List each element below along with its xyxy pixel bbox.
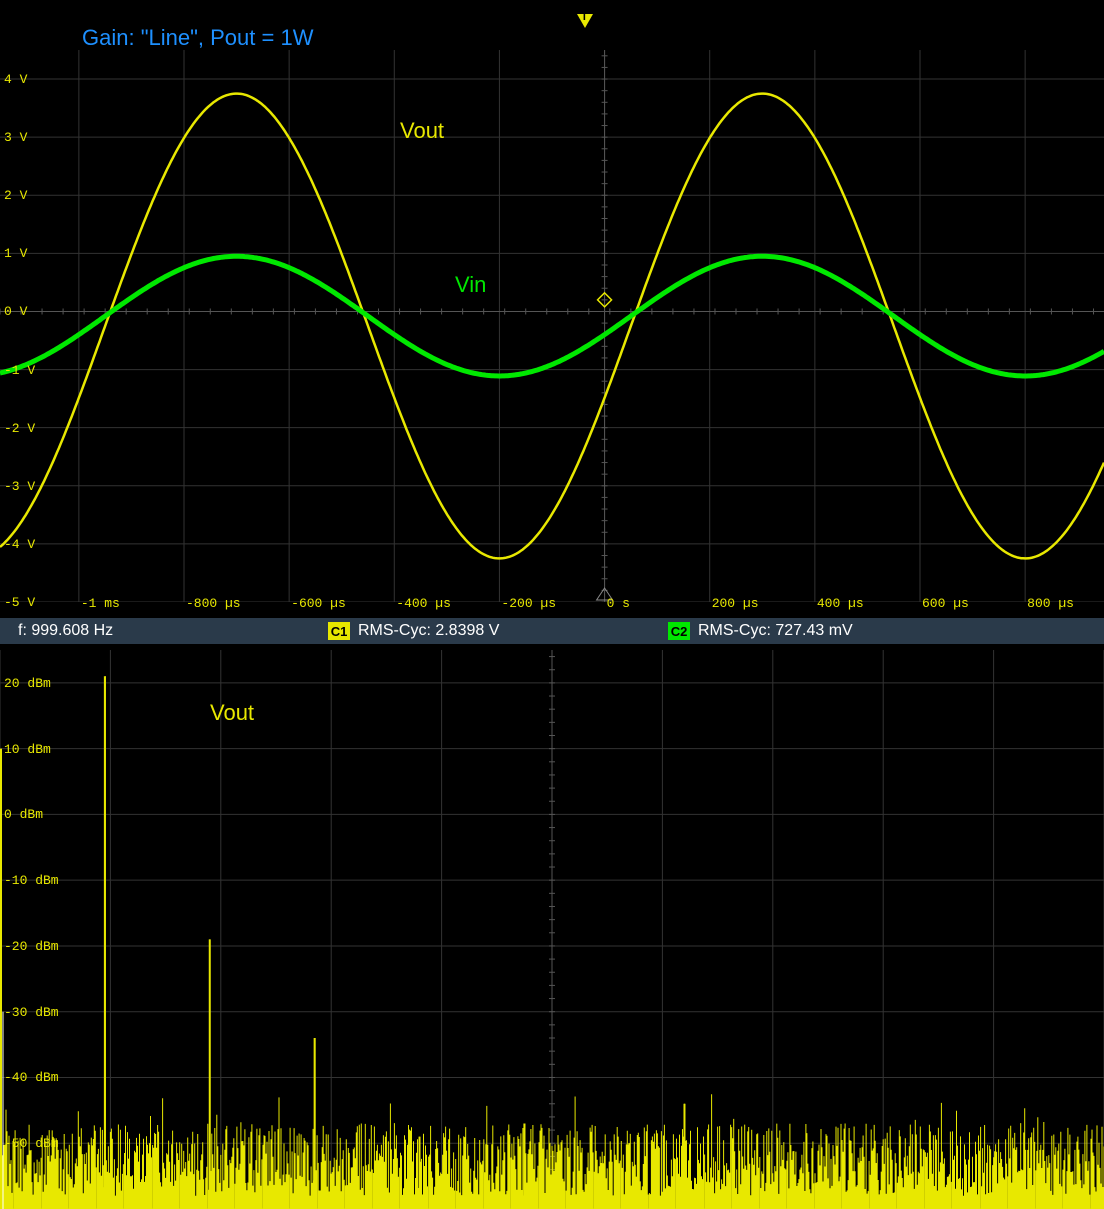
fft-y-tick-label: -20 dBm [4, 939, 59, 954]
vout-label: Vout [400, 118, 444, 144]
x-tick-label: 400 µs [817, 596, 864, 611]
ch2-measurement: C2 RMS-Cyc: 727.43 mV [668, 622, 853, 640]
ch1-badge: C1 [328, 622, 350, 640]
x-tick-label: -200 µs [501, 596, 556, 611]
x-tick-label: -1 ms [81, 596, 120, 611]
fft-y-tick-label: 20 dBm [4, 676, 51, 691]
ch1-measurement: C1 RMS-Cyc: 2.8398 V [328, 622, 628, 640]
y-tick-label: 2 V [4, 188, 27, 203]
x-tick-label: 600 µs [922, 596, 969, 611]
x-tick-label: -400 µs [396, 596, 451, 611]
y-tick-label: 1 V [4, 246, 27, 261]
fft-y-tick-label: 0 dBm [4, 807, 43, 822]
y-tick-label: 3 V [4, 130, 27, 145]
y-tick-label: -4 V [4, 537, 35, 552]
y-tick-label: -1 V [4, 363, 35, 378]
y-tick-label: 0 V [4, 304, 27, 319]
plot-title: Gain: "Line", Pout = 1W [82, 25, 313, 51]
fft-plot [0, 650, 1104, 1209]
oscilloscope-display: Gain: "Line", Pout = 1W T 4 V 3 V 2 V 1 V 0 … [0, 0, 1104, 1209]
measurement-bar: f: 999.608 Hz C1 RMS-Cyc: 2.8398 V C2 RM… [0, 618, 1104, 644]
x-tick-label: 800 µs [1027, 596, 1074, 611]
fft-y-tick-label: 10 dBm [4, 742, 51, 757]
x-tick-label: -600 µs [291, 596, 346, 611]
x-tick-label: 0 s [607, 596, 630, 611]
fft-y-tick-label: -40 dBm [4, 1070, 59, 1085]
trigger-marker: T [575, 12, 595, 30]
freq-measurement: f: 999.608 Hz [18, 622, 288, 640]
y-tick-label: -5 V [4, 595, 35, 610]
y-tick-label: 4 V [4, 72, 27, 87]
x-tick-label: 200 µs [712, 596, 759, 611]
fft-y-tick-label: -30 dBm [4, 1005, 59, 1020]
ch2-badge: C2 [668, 622, 690, 640]
x-tick-label: -800 µs [186, 596, 241, 611]
fft-y-tick-label: -10 dBm [4, 873, 59, 888]
time-domain-plot [0, 50, 1104, 602]
fft-y-tick-label: -50 dBm [4, 1136, 59, 1151]
vin-label: Vin [455, 272, 486, 298]
y-tick-label: -3 V [4, 479, 35, 494]
y-tick-label: -2 V [4, 421, 35, 436]
fft-vout-label: Vout [210, 700, 254, 726]
